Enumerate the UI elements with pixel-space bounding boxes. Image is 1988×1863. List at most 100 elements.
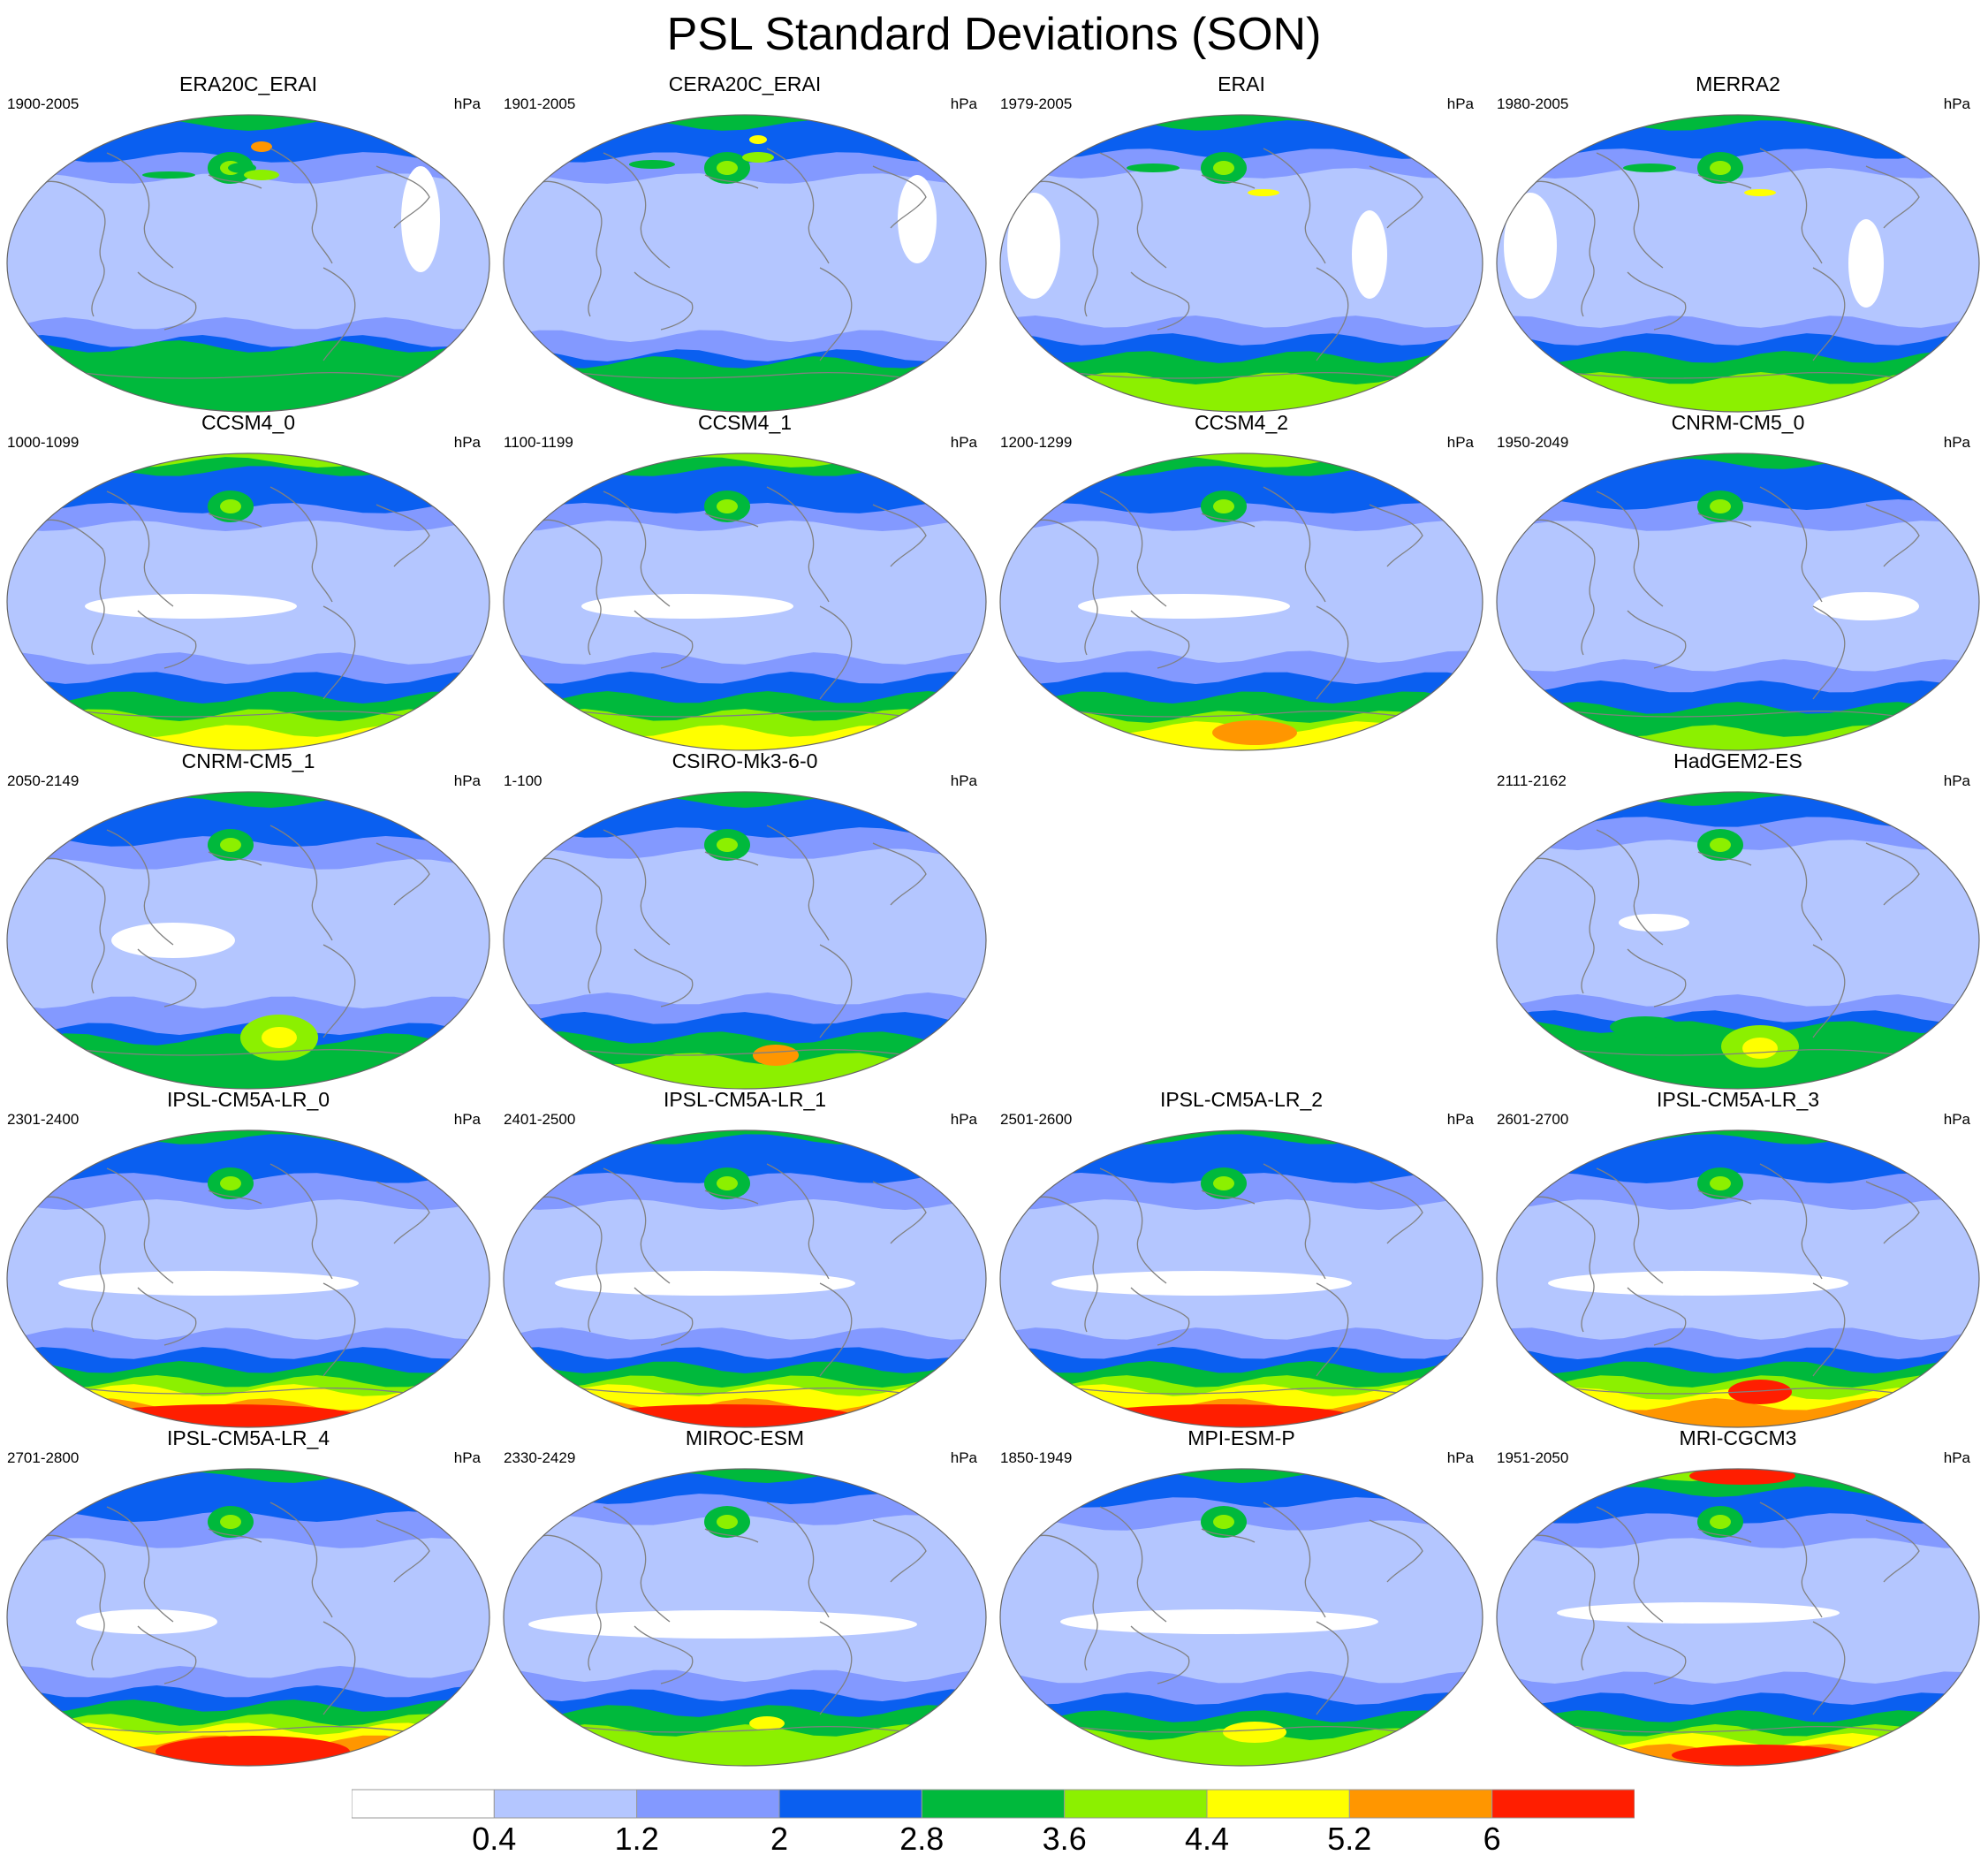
coastline	[536, 1534, 603, 1671]
coastline	[1369, 1519, 1423, 1583]
map-panel: MERRA2 1980-2005 hPa	[1490, 71, 1986, 413]
coastline	[766, 1163, 830, 1280]
colorbar-tick-label: 1.2	[614, 1821, 659, 1857]
panel-period: 1979-2005	[1000, 95, 1073, 112]
coastline	[137, 948, 197, 1008]
coastline	[1263, 1502, 1326, 1618]
panel-period: 1000-1099	[7, 434, 80, 451]
coastline	[1865, 1519, 1920, 1583]
sh-centre	[1744, 189, 1776, 196]
sh-centre	[1728, 1380, 1792, 1404]
map-outline	[6, 791, 490, 1090]
nh-centre-core	[1213, 161, 1234, 175]
coastline	[1369, 504, 1423, 567]
coastline	[1627, 1287, 1687, 1346]
panel-units: hPa	[1943, 1111, 1970, 1128]
coastline	[106, 1506, 174, 1623]
coastline	[322, 605, 356, 700]
map-panel: CSIRO-Mk3-6-0 1-100 hPa	[497, 748, 993, 1090]
coastline	[1201, 1190, 1256, 1205]
colorbar-labels: 0.4 1.2 2 2.8 3.6 4.4 5.2 6	[352, 1821, 1635, 1863]
coastline	[819, 1621, 853, 1715]
nh-centre-core	[220, 1515, 241, 1529]
panel-period: 2501-2600	[1000, 1111, 1073, 1128]
coastline	[1529, 180, 1596, 317]
coastline	[704, 513, 759, 528]
nh-contour-band	[1000, 1130, 1483, 1183]
map-panel: IPSL-CM5A-LR_0 2301-2400 hPa	[0, 1086, 497, 1428]
panel-title: HadGEM2-ES	[1673, 749, 1802, 772]
panel-period: 2401-2500	[504, 1111, 576, 1128]
map-panel: IPSL-CM5A-LR_2 2501-2600 hPa	[993, 1086, 1490, 1428]
coastline	[1033, 180, 1099, 317]
map-contour-plot	[999, 1468, 1483, 1767]
panel-units: hPa	[1943, 95, 1970, 112]
panel-units: hPa	[1943, 434, 1970, 451]
panel-period: 1200-1299	[1000, 434, 1073, 451]
coastline	[1865, 165, 1920, 229]
nh-centre-core	[1710, 838, 1731, 852]
coastline	[603, 490, 671, 607]
panel-title: IPSL-CM5A-LR_4	[166, 1426, 330, 1449]
panel-title: CSIRO-Mk3-6-0	[672, 749, 818, 772]
colorbar-swatch	[352, 1789, 495, 1819]
coastline	[1369, 165, 1423, 229]
coastline	[1812, 267, 1846, 361]
coastline	[1596, 490, 1664, 607]
coastline	[634, 610, 694, 669]
nh-contour-band	[1497, 453, 1979, 510]
tropical-patch	[1504, 193, 1557, 299]
panel-title: MERRA2	[1696, 72, 1780, 95]
coastline	[208, 513, 262, 528]
panel-period: 1900-2005	[7, 95, 80, 112]
nh-contour-band	[7, 115, 489, 131]
nh-contour-band	[7, 792, 489, 847]
map-panel: CCSM4_1 1100-1199 hPa	[497, 409, 993, 751]
coastline	[40, 180, 106, 317]
coastline	[1099, 1506, 1167, 1623]
coastline	[1697, 851, 1752, 866]
map-contour-plot	[6, 1468, 490, 1767]
map-contour-plot	[503, 791, 987, 1090]
coastline	[1759, 825, 1823, 941]
nh-centre-core	[1710, 161, 1731, 175]
coastline	[208, 174, 262, 189]
map-contour-plot	[6, 452, 490, 751]
coastline	[872, 1181, 927, 1244]
panel-units: hPa	[453, 1449, 481, 1466]
map-panel: IPSL-CM5A-LR_3 2601-2700 hPa	[1490, 1086, 1986, 1428]
panel-units: hPa	[950, 434, 977, 451]
tropical-patch	[1352, 210, 1387, 299]
map-outline	[6, 1468, 490, 1767]
map-panel: ERAI 1979-2005 hPa	[993, 71, 1490, 413]
sh-centre	[1212, 720, 1297, 745]
coastline	[872, 165, 927, 229]
coastline	[704, 851, 759, 866]
nh-contour-band	[1000, 453, 1483, 513]
coastline	[269, 1163, 333, 1280]
coastline	[376, 842, 430, 906]
nh-contour-band	[7, 453, 489, 513]
nh-contour-band	[504, 115, 986, 131]
panel-title: CNRM-CM5_1	[181, 749, 315, 772]
nh-centre-core	[1710, 499, 1731, 513]
map-contour-plot	[999, 1129, 1483, 1428]
coastline	[1099, 1167, 1167, 1284]
map-outline	[1496, 1468, 1980, 1767]
coastline	[1130, 1287, 1190, 1346]
tropical-patch	[1848, 219, 1884, 308]
map-panel: CNRM-CM5_1 2050-2149 hPa	[0, 748, 497, 1090]
coastline	[40, 857, 106, 994]
map-outline	[6, 114, 490, 413]
coastline	[819, 944, 853, 1038]
coastline	[872, 842, 927, 906]
map-contour-plot	[503, 1468, 987, 1767]
coastline	[1316, 1282, 1349, 1377]
tropical-patch	[401, 166, 440, 272]
tropical-patch	[85, 594, 297, 619]
map-panel: IPSL-CM5A-LR_1 2401-2500 hPa	[497, 1086, 993, 1428]
panel-period: 1100-1199	[504, 434, 573, 451]
nh-contour-band	[1000, 1469, 1483, 1483]
colorbar-swatch	[1206, 1789, 1350, 1819]
